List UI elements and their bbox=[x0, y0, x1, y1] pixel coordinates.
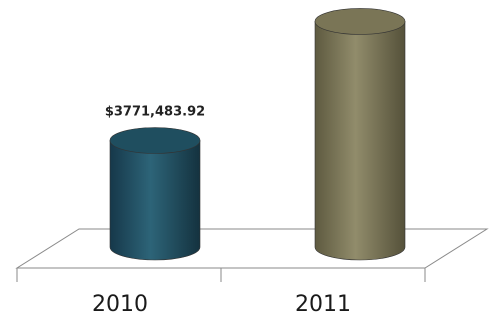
bar-top bbox=[109, 127, 201, 154]
bar-body bbox=[314, 21, 406, 261]
bar-2011 bbox=[314, 8, 406, 261]
bar-body bbox=[109, 140, 201, 261]
data-label: $3771,483.92 bbox=[105, 105, 205, 120]
x-tick-label: 2011 bbox=[295, 292, 351, 317]
chart-floor bbox=[15, 228, 489, 269]
bar-2010 bbox=[109, 127, 201, 261]
x-tick-label: 2010 bbox=[92, 292, 148, 317]
bar-top bbox=[314, 8, 406, 35]
